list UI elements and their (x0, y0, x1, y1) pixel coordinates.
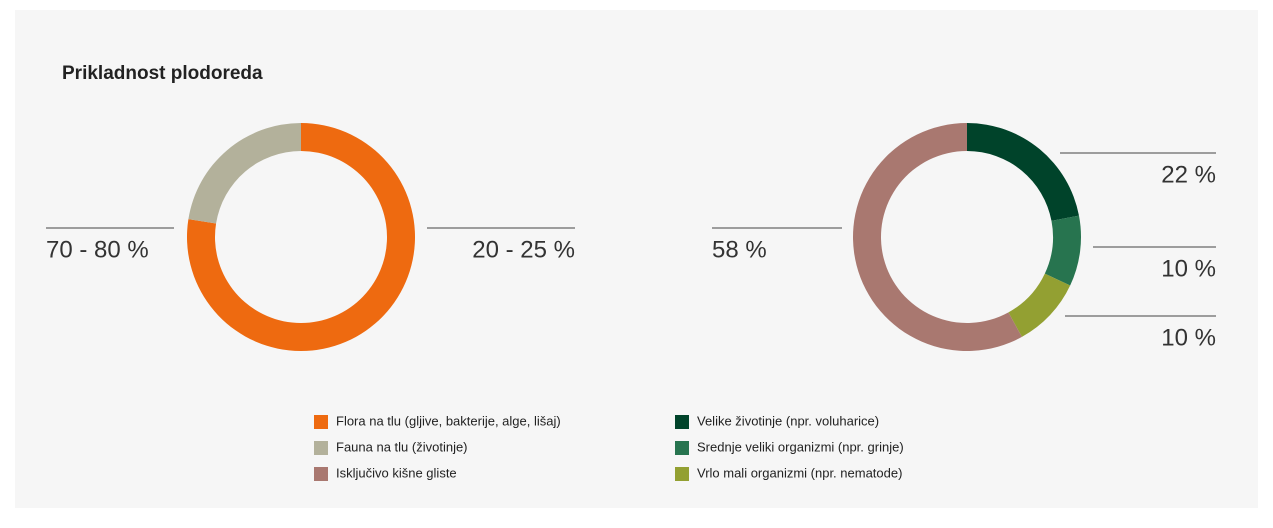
title: Prikladnost plodoreda (62, 63, 263, 84)
legend-swatch (314, 415, 328, 429)
value-label: 20 - 25 % (472, 236, 575, 263)
legend-label: Velike životinje (npr. voluharice) (697, 413, 879, 428)
value-label: 10 % (1161, 324, 1216, 351)
legend-label: Srednje veliki organizmi (npr. grinje) (697, 439, 904, 454)
legend-label: Vrlo mali organizmi (npr. nematode) (697, 465, 902, 480)
legend-swatch (314, 441, 328, 455)
donut-slice (853, 123, 1022, 351)
legend-swatch (675, 441, 689, 455)
donut-slice (188, 123, 301, 224)
donut-slice (1044, 215, 1081, 286)
legend-label: Isključivo kišne gliste (336, 465, 457, 480)
value-label: 10 % (1161, 255, 1216, 282)
legend-swatch (675, 415, 689, 429)
donut-slice (967, 123, 1079, 221)
legend-label: Fauna na tlu (životinje) (336, 439, 468, 454)
value-label: 58 % (712, 236, 767, 263)
donut-slice (1008, 273, 1071, 337)
legend-swatch (675, 467, 689, 481)
legend-label: Flora na tlu (gljive, bakterije, alge, l… (336, 413, 561, 428)
value-label: 70 - 80 % (46, 236, 149, 263)
value-label: 22 % (1161, 161, 1216, 188)
legend-swatch (314, 467, 328, 481)
